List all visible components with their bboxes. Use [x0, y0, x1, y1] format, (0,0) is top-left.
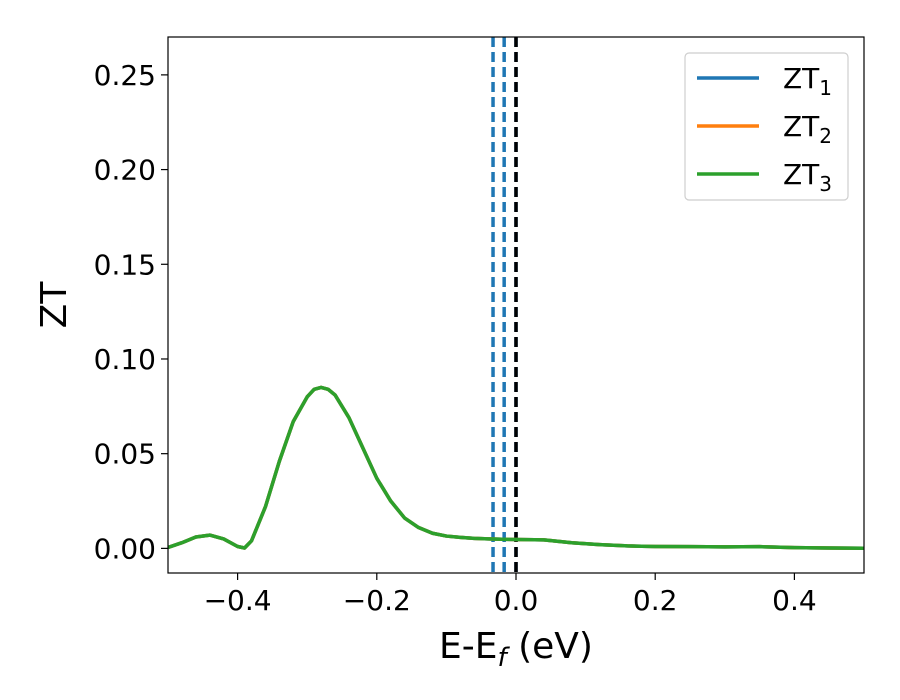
legend-label-sub: 1: [819, 76, 832, 100]
x-axis-label-main: E-E: [439, 626, 497, 667]
y-tick-label: 0.25: [94, 59, 156, 92]
legend-label-sub: 3: [819, 172, 832, 196]
y-tick-label: 0.20: [94, 154, 156, 187]
y-tick-label: 0.15: [94, 248, 156, 281]
legend-label-zt3: ZT3: [783, 158, 832, 196]
x-axis-label: E-Ef (eV): [439, 626, 593, 673]
y-axis-label: ZT: [34, 281, 75, 329]
series-line-zt3: [168, 385, 864, 550]
x-axis-label-unit: (eV): [507, 626, 593, 667]
x-tick-label: 0.0: [494, 584, 539, 617]
x-tick-label: 0.4: [772, 584, 817, 617]
x-tick-label: 0.2: [633, 584, 678, 617]
plot-content: [168, 37, 864, 573]
x-tick-label: −0.4: [204, 584, 272, 617]
y-tick-label: 0.00: [94, 532, 156, 565]
y-tick-label: 0.10: [94, 343, 156, 376]
axis-ticks: −0.4 −0.2 0.0 0.2 0.4 0.00 0.05 0.10 0.15 0.20 0.2…: [94, 59, 817, 617]
legend-label-zt1: ZT1: [783, 62, 832, 100]
legend-label-main: ZT: [783, 158, 820, 191]
legend-box: [684, 52, 849, 201]
legend-label-sub: 2: [819, 124, 832, 148]
legend-label-zt2: ZT2: [783, 110, 832, 148]
legend-label-main: ZT: [783, 62, 820, 95]
y-tick-label: 0.05: [94, 438, 156, 471]
plot-frame: [167, 36, 865, 574]
legend-label-main: ZT: [783, 110, 820, 143]
x-tick-label: −0.2: [343, 584, 411, 617]
